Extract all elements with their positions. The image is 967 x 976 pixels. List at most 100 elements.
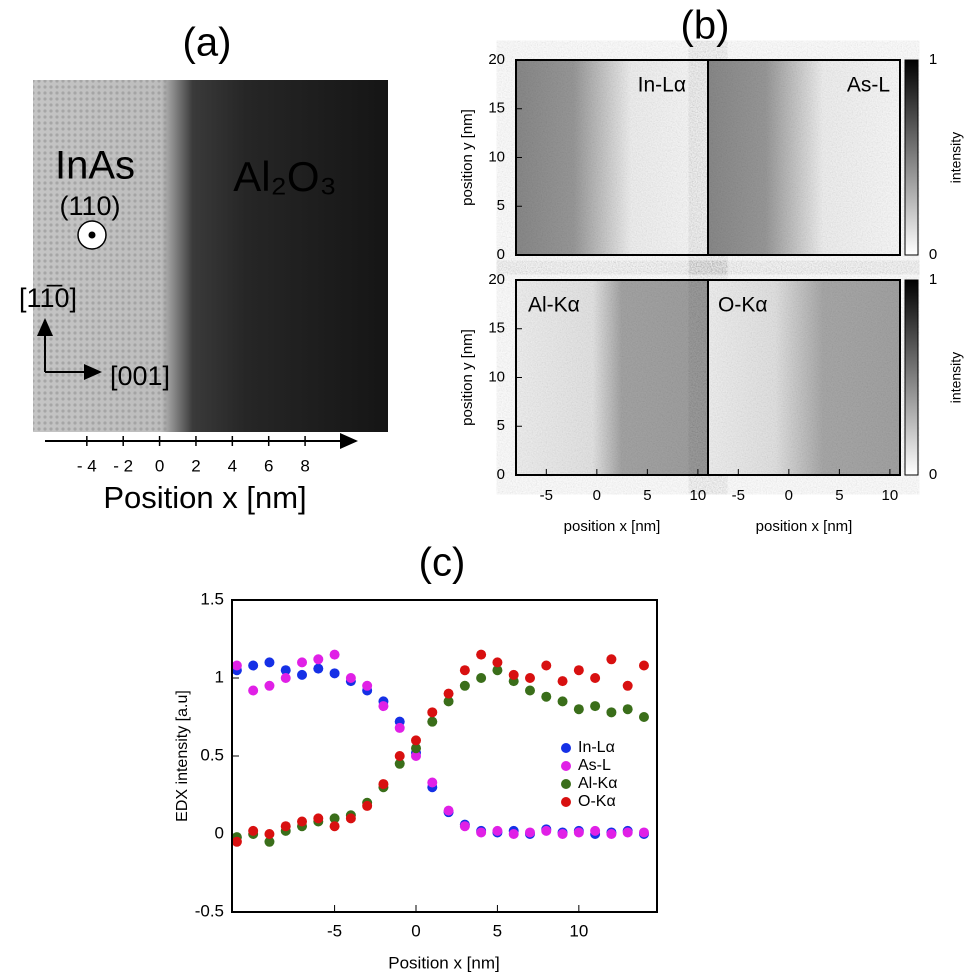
map-noise	[516, 280, 708, 475]
data-point	[329, 668, 340, 679]
map-label: As-L	[847, 74, 890, 97]
annotation: Al₂O₃	[233, 153, 336, 200]
x-tick-label: 0	[411, 921, 420, 940]
annotation: [001]	[110, 361, 170, 391]
data-point	[411, 735, 422, 746]
y-tick-label: 10	[488, 368, 505, 385]
data-point	[248, 660, 259, 671]
annotation: InAs	[55, 144, 135, 188]
colorbar-tick-label: 1	[929, 51, 937, 68]
panel-label: (b)	[681, 4, 730, 48]
data-point	[248, 825, 259, 836]
colorbar-label: intensity	[948, 352, 964, 403]
plot-points	[232, 649, 649, 847]
x-tick-label: 0	[155, 456, 164, 475]
data-point	[394, 722, 405, 733]
data-point	[313, 654, 324, 665]
map-noise	[708, 60, 900, 255]
data-point	[508, 669, 519, 680]
map-noise	[708, 280, 900, 475]
data-point	[476, 827, 487, 838]
x-tick-label: 0	[785, 487, 793, 504]
data-point	[443, 805, 454, 816]
legend-label: As-L	[578, 757, 611, 774]
data-point	[264, 680, 275, 691]
y-tick-label: 15	[488, 320, 505, 337]
x-axis-label: Position x [nm]	[388, 953, 500, 972]
x-tick-label: -5	[327, 921, 342, 940]
x-tick-label: 8	[300, 456, 309, 475]
data-point	[476, 673, 487, 683]
map-frame	[707, 279, 901, 476]
data-point	[394, 751, 405, 761]
x-tick-label: 10	[690, 487, 707, 504]
data-point	[459, 821, 470, 832]
data-point	[394, 758, 405, 769]
data-point	[362, 800, 373, 811]
data-point	[541, 660, 552, 671]
data-point	[427, 716, 438, 727]
data-point	[638, 827, 649, 838]
x-tick-label: 10	[882, 487, 899, 504]
x-tick-label: 5	[493, 921, 502, 940]
data-point	[606, 654, 617, 665]
data-point	[248, 685, 259, 696]
y-axis-label: position y [nm]	[459, 329, 476, 426]
y-tick-label: 5	[497, 197, 505, 214]
data-point	[573, 665, 584, 676]
data-point	[557, 696, 568, 707]
direction-dot	[88, 231, 96, 239]
data-point	[590, 825, 601, 836]
data-point	[345, 673, 356, 683]
data-point	[557, 829, 568, 839]
data-point	[378, 779, 389, 790]
data-point	[557, 676, 568, 687]
data-point	[622, 704, 633, 715]
data-point	[492, 665, 503, 676]
y-tick-label: 20	[488, 51, 505, 68]
data-point	[411, 743, 422, 754]
data-point	[492, 825, 503, 836]
colorbar-tick-label: 0	[929, 466, 937, 483]
x-tick-label: 6	[264, 456, 273, 475]
data-point	[297, 669, 308, 680]
data-point	[232, 836, 242, 847]
data-point	[443, 696, 454, 707]
data-point	[264, 829, 275, 839]
legend-label: In-Lα	[578, 739, 615, 756]
data-point	[492, 657, 503, 668]
x-tick-label: 10	[569, 921, 588, 940]
data-point	[443, 688, 454, 699]
data-point	[638, 712, 649, 722]
data-point	[232, 660, 242, 671]
data-point	[524, 827, 535, 838]
data-point	[541, 691, 552, 702]
y-tick-label: 20	[488, 271, 505, 288]
annotation: (110)	[59, 191, 120, 221]
annotation: [11̅0]	[19, 283, 77, 313]
x-axis-label: position x [nm]	[564, 518, 661, 535]
colorbar-tick-label: 0	[929, 246, 937, 263]
colorbar	[904, 59, 919, 256]
data-point	[345, 813, 356, 824]
y-tick-label: 1	[215, 667, 224, 686]
y-tick-label: 0	[497, 466, 505, 483]
data-point	[541, 825, 552, 836]
y-tick-label: 15	[488, 100, 505, 117]
data-point	[459, 665, 470, 676]
data-point	[622, 827, 633, 838]
data-point	[606, 829, 617, 839]
data-point	[573, 704, 584, 715]
y-tick-label: 0	[215, 823, 224, 842]
panel-label: (c)	[419, 541, 466, 585]
data-point	[508, 829, 519, 839]
data-point	[606, 707, 617, 718]
plot-frame	[231, 599, 658, 913]
data-point	[329, 821, 340, 832]
legend-label: O-Kα	[578, 793, 616, 810]
data-point	[378, 701, 389, 712]
data-point	[590, 701, 601, 712]
legend-marker	[561, 743, 571, 753]
panel-label: (a)	[183, 21, 232, 65]
data-point	[427, 707, 438, 718]
